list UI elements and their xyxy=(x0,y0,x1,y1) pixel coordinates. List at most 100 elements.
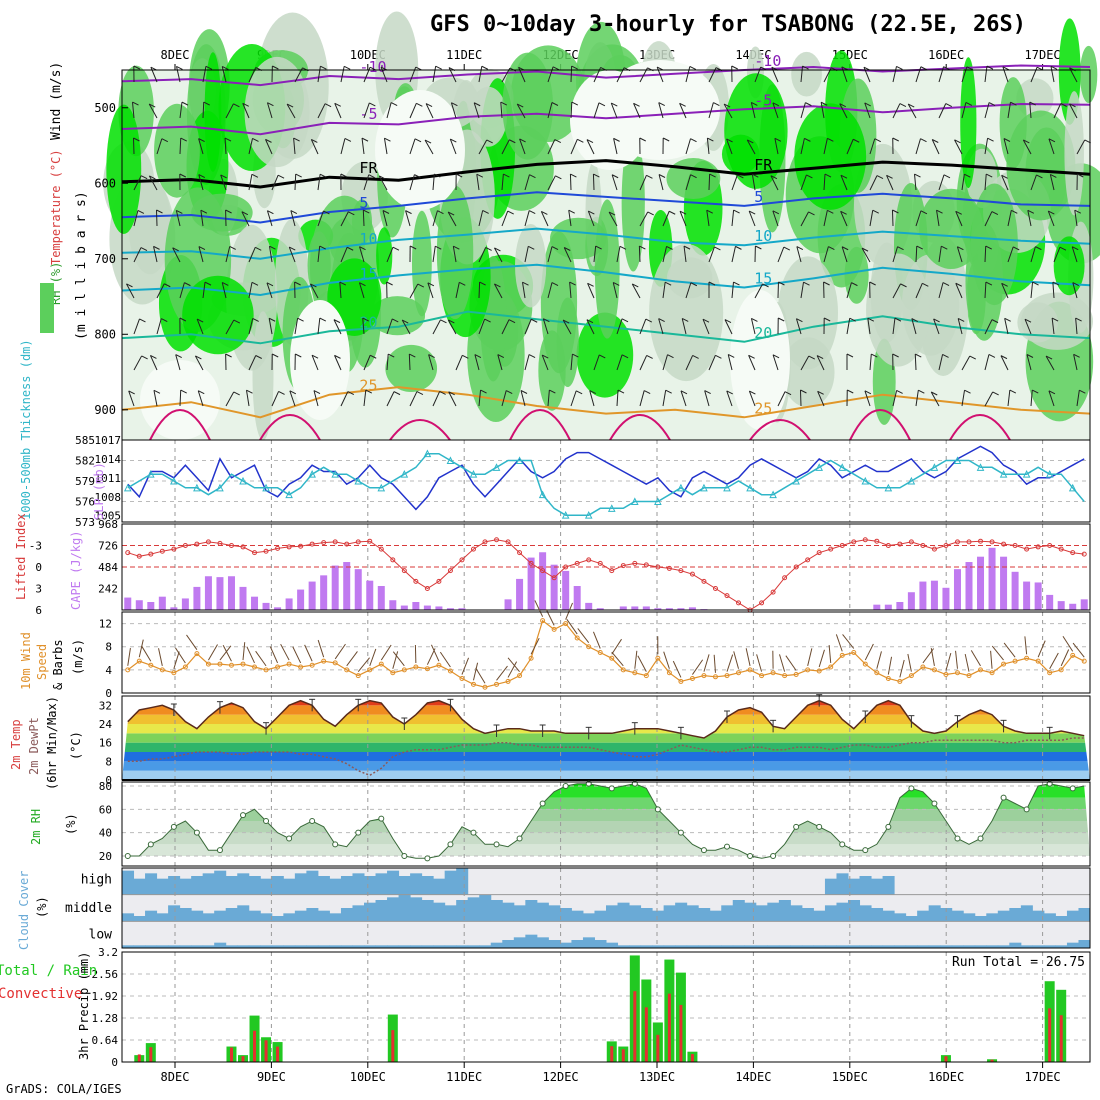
lifted-index-marker xyxy=(1058,546,1064,552)
wind-barb-flag xyxy=(709,173,716,178)
wind-barb-flag xyxy=(459,281,466,286)
wind-barb-flag xyxy=(172,247,179,252)
thickness-marker xyxy=(607,504,616,512)
rh-blob xyxy=(369,296,426,336)
isotherm-label: -10 xyxy=(359,58,386,76)
wind-barb-flag xyxy=(1050,173,1057,178)
wind-barb-flag xyxy=(272,353,279,358)
wind-speed-marker xyxy=(597,650,603,655)
surface-wind-barb xyxy=(141,645,152,662)
wind-barb-flag xyxy=(519,138,526,143)
wind-speed-marker xyxy=(655,655,661,661)
wind-barb-flag xyxy=(347,391,355,395)
wind-barb xyxy=(288,246,296,263)
wind-barb xyxy=(133,355,143,371)
cloud-cell-middle xyxy=(237,905,250,922)
wind-barb xyxy=(358,282,365,299)
thickness-axis-label: 1000-500mb Thickness (dm) xyxy=(19,339,33,520)
surface-wind-barb xyxy=(255,650,267,667)
wind-barb-flag xyxy=(658,174,666,178)
cloud-cell-middle xyxy=(1043,913,1056,922)
wind-barb xyxy=(361,138,365,155)
wind-barb-flag xyxy=(1011,209,1018,214)
precip-conv-bar xyxy=(264,1040,268,1062)
cloud-cell-middle xyxy=(202,913,215,922)
cape-bar xyxy=(297,589,305,610)
wind-barb-flag xyxy=(828,246,835,251)
wind-barb-flag xyxy=(733,209,740,214)
cloud-cell-low xyxy=(894,945,907,948)
wind-speed-marker xyxy=(286,661,292,667)
wind-barb xyxy=(708,246,715,263)
cloud-cell-middle xyxy=(179,908,192,922)
cloud-cell-middle xyxy=(364,902,377,922)
wind-barb-flag xyxy=(220,174,227,179)
cloud-cell-middle xyxy=(732,900,745,922)
wind-barb-flag xyxy=(679,210,687,215)
wind-speed-marker xyxy=(551,626,557,632)
wind-barb-flag xyxy=(796,318,803,323)
wind-barb-flag xyxy=(932,139,939,143)
surface-wind-barb xyxy=(692,659,704,675)
wind-barb-flag xyxy=(852,138,860,143)
wind-barb xyxy=(867,318,871,335)
lifted-index-marker xyxy=(551,575,557,581)
wind-barb xyxy=(311,354,319,371)
wind-barb xyxy=(401,319,411,335)
wind-barb-flag xyxy=(749,390,756,395)
wind-barb-flag xyxy=(148,103,156,108)
wind-barb xyxy=(547,102,553,119)
wind-speed-marker xyxy=(390,670,396,676)
wind-barb xyxy=(631,283,641,299)
surface-wind-barb xyxy=(173,651,180,669)
temp-tick-label: 16 xyxy=(99,737,112,750)
wind-barb-flag xyxy=(267,102,274,107)
wind-barb-flag xyxy=(435,245,442,250)
temp-frame xyxy=(121,695,1091,781)
wind-barb xyxy=(476,174,480,191)
wind-barb-flag xyxy=(621,318,629,323)
wind-barb-flag xyxy=(133,137,140,142)
wind-barb-flag xyxy=(957,246,964,251)
wind-barb-flag xyxy=(205,65,213,70)
wind-barb-flag xyxy=(726,138,733,143)
temp-tick-label: 24 xyxy=(99,718,113,731)
wind-barb-flag xyxy=(161,318,168,323)
wind-barb-flag xyxy=(918,389,925,394)
surface-wind-barb xyxy=(219,645,232,661)
wind-barb-flag xyxy=(251,281,259,286)
wind-speed-marker xyxy=(609,655,615,661)
wind-speed-marker xyxy=(447,668,453,674)
wind-barb-flag xyxy=(541,354,549,359)
wind-barb xyxy=(452,246,457,263)
isotherm-label: 15 xyxy=(754,269,772,287)
cloud-cell-low xyxy=(859,945,872,948)
wind-barb-flag xyxy=(428,354,435,359)
thickness-marker xyxy=(838,463,847,471)
temp-band xyxy=(122,752,1090,762)
wind-barb-flag xyxy=(586,319,594,324)
wind-barb xyxy=(362,318,365,335)
wind-barb-flag xyxy=(988,354,996,358)
wind-barb-flag xyxy=(402,319,409,324)
wind-barb xyxy=(892,246,899,263)
wind-barb-flag xyxy=(310,283,317,288)
thickness-tick-label: 582 xyxy=(75,455,95,468)
cloud-cell-low xyxy=(179,945,192,948)
wind-barb xyxy=(1003,138,1009,155)
wind-barb xyxy=(1073,354,1078,371)
wind-speed-marker xyxy=(470,681,476,687)
wind-barb-flag xyxy=(914,173,921,178)
precip-conv-bar xyxy=(276,1046,280,1062)
wind-barb-flag xyxy=(708,281,716,286)
wind-barb-flag xyxy=(714,246,721,251)
wind-barb-flag xyxy=(1003,138,1011,142)
wind-barb xyxy=(473,102,480,119)
wind-barb-flag xyxy=(180,389,187,394)
slp-axis-label: SLP (mb) xyxy=(92,462,106,520)
wind-barb xyxy=(248,318,254,335)
cloud-cell-middle xyxy=(963,913,976,922)
wind-barb-flag xyxy=(176,209,183,214)
isotherm-hot-arc xyxy=(509,409,571,441)
wind-speed-marker xyxy=(874,670,880,676)
